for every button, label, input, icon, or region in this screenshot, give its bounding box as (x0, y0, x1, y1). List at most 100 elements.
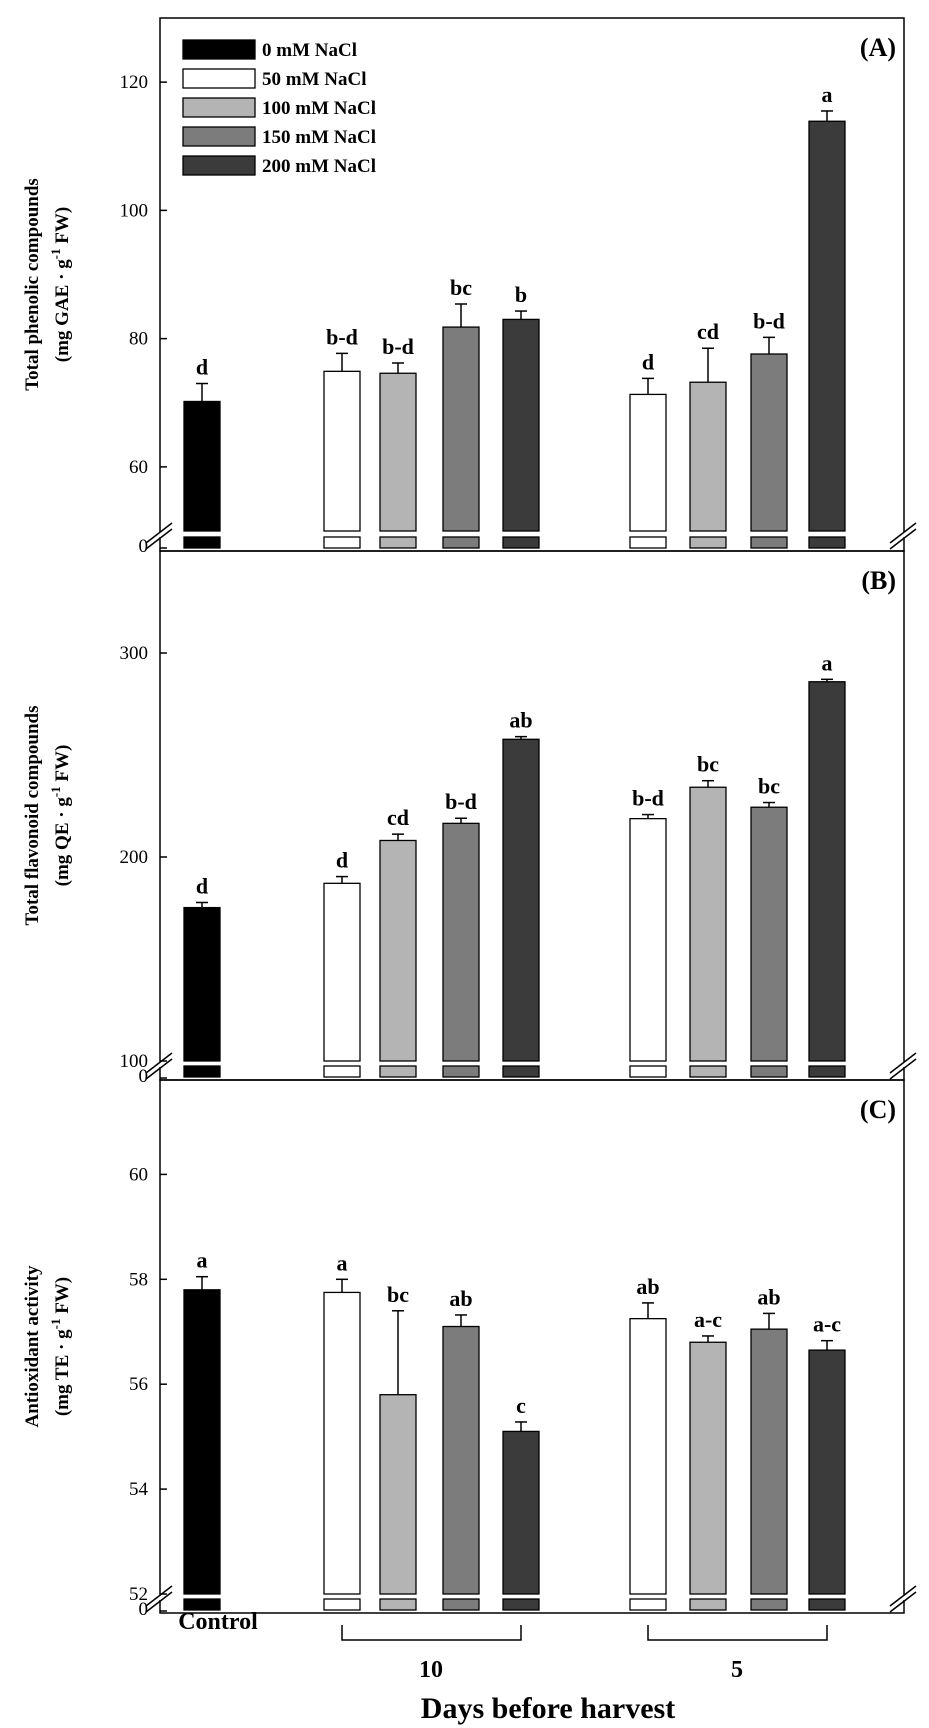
y-tick-label: 52 (129, 1584, 148, 1605)
bar-body (629, 393, 667, 532)
bar: b-d (629, 786, 667, 1078)
y-tick-label: 100 (120, 1051, 149, 1072)
significance-letter: b-d (445, 789, 477, 814)
significance-letter: b-d (632, 786, 664, 811)
significance-letter: bc (697, 752, 719, 777)
bar-stub (750, 1598, 788, 1611)
bar-body (689, 1341, 727, 1595)
legend-item: 150 mM NaCl (182, 126, 376, 148)
significance-letter: b-d (326, 324, 358, 349)
axis-break-gap-right (900, 1595, 908, 1600)
bar-body (379, 372, 417, 532)
bar-body (808, 1349, 846, 1595)
bar-stub (629, 536, 667, 549)
bar-stub (750, 1065, 788, 1078)
y-tick-label: 200 (120, 847, 149, 868)
y-tick-label: 58 (129, 1269, 148, 1290)
bar-stub (323, 536, 361, 549)
significance-letter: ab (509, 708, 532, 733)
legend: 0 mM NaCl 50 mM NaCl 100 mM NaCl 150 mM NaC… (182, 39, 376, 177)
significance-letter: cd (387, 805, 409, 830)
bar-body (750, 1328, 788, 1595)
legend-item: 50 mM NaCl (182, 68, 366, 90)
bar-stub (442, 1065, 480, 1078)
bar-stub (379, 1598, 417, 1611)
y-tick-label: 60 (129, 1164, 148, 1185)
legend-swatch (182, 97, 256, 118)
y-axis-title-line1: Total flavonoid compounds (22, 706, 43, 926)
bar-stub (502, 1065, 540, 1078)
axis-break-slash-right (889, 1591, 917, 1613)
group-label-5: 5 (731, 1657, 743, 1683)
bar-stub (808, 1065, 846, 1078)
axis-break-slash-left (145, 1591, 173, 1613)
bar: bc (379, 1282, 417, 1611)
bar-stub (808, 536, 846, 549)
bar-stub (629, 1598, 667, 1611)
legend-label: 200 mM NaCl (262, 156, 376, 177)
axis-break-gap-left (156, 1595, 164, 1600)
bar-body (750, 353, 788, 532)
bar-stub (323, 1598, 361, 1611)
bar-body (689, 381, 727, 532)
significance-letter: b-d (382, 334, 414, 359)
legend-swatch (182, 126, 256, 147)
bar-body (323, 370, 361, 532)
legend-swatch (182, 155, 256, 176)
bar: d (183, 873, 221, 1078)
axis-break-gap-right (900, 532, 908, 537)
bar: cd (689, 319, 727, 549)
bar-body (502, 1430, 540, 1595)
bar: a (323, 1250, 361, 1611)
bar: cd (379, 805, 417, 1078)
bar-body (379, 839, 417, 1062)
bar-body (808, 120, 846, 532)
significance-letter: a-c (813, 1312, 841, 1337)
bar-body (442, 1325, 480, 1595)
panel-label: (C) (860, 1095, 896, 1124)
axis-break-slash-right (889, 1052, 917, 1074)
axis-break-slash-right (889, 528, 917, 550)
bar-body (750, 806, 788, 1062)
bar: b-d (442, 789, 480, 1078)
significance-letter: a-c (694, 1307, 722, 1332)
significance-letter: ab (449, 1286, 472, 1311)
bar-stub (183, 1598, 221, 1611)
y-tick-label: 300 (120, 643, 149, 664)
y-axis-title-line1: Total phenolic compounds (22, 178, 43, 391)
legend-item: 200 mM NaCl (182, 155, 376, 177)
axis-break-slash-left (145, 528, 173, 550)
panels-layer: 60 80 100 120 0 Total phenolic compounds (mg G… (22, 17, 917, 1620)
significance-letter: d (642, 349, 654, 374)
bar-body (502, 318, 540, 532)
y-axis-title-line2: (mg GAE · g-1 FW) (48, 207, 73, 362)
bar-stub (689, 1598, 727, 1611)
significance-letter: b-d (753, 308, 785, 333)
bar-body (502, 738, 540, 1062)
significance-letter: cd (697, 319, 719, 344)
bar-stub (379, 1065, 417, 1078)
bar: a (808, 82, 846, 549)
significance-letter: c (516, 1393, 526, 1418)
legend-swatch (182, 68, 256, 89)
legend-label: 0 mM NaCl (262, 40, 357, 61)
bar: a-c (689, 1307, 727, 1611)
y-axis-title-line1: Antioxidant activity (22, 1265, 43, 1428)
bar-stub (502, 536, 540, 549)
bar: b-d (379, 334, 417, 549)
y-tick-label: 54 (129, 1479, 149, 1500)
bar: b-d (750, 308, 788, 549)
y-tick-label: 80 (129, 329, 148, 350)
significance-letter: bc (387, 1282, 409, 1307)
x-axis-title: Days before harvest (421, 1692, 675, 1725)
legend-label: 50 mM NaCl (262, 69, 366, 90)
significance-letter: a (337, 1250, 348, 1275)
panel-label: (A) (860, 33, 896, 62)
bar-body (183, 400, 221, 532)
significance-letter: bc (758, 774, 780, 799)
axis-break-slash-left (145, 522, 173, 544)
bar-body (379, 1394, 417, 1595)
bar-body (323, 882, 361, 1062)
legend-item: 0 mM NaCl (182, 39, 357, 61)
